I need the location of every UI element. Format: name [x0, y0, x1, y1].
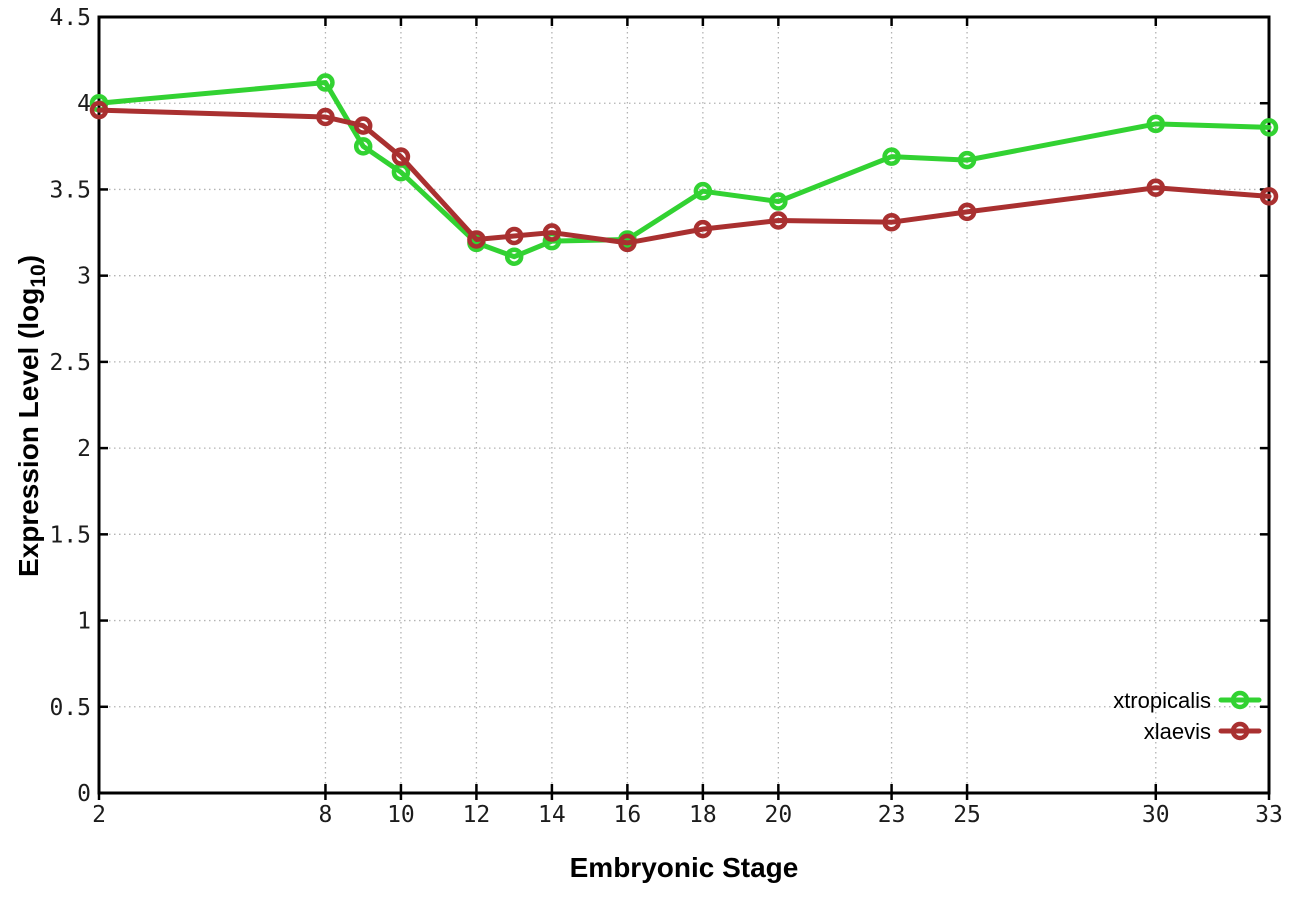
x-tick-label: 25	[953, 802, 981, 828]
xlaevis-data-point	[957, 202, 977, 222]
y-tick-label: 3.5	[49, 177, 91, 203]
xlaevis-data-point	[1146, 178, 1166, 197]
y-tick-label: 0	[77, 781, 91, 807]
legend-label: xtropicalis	[1113, 688, 1211, 713]
legend-entry-xtropicalis: xtropicalis	[1113, 688, 1262, 713]
xlaevis-data-point	[504, 226, 524, 246]
y-tick-label: 1.5	[49, 522, 91, 548]
x-tick-label: 33	[1255, 802, 1283, 828]
y-tick-label: 1	[77, 609, 91, 635]
y-tick-label: 2.5	[49, 350, 91, 376]
x-tick-label: 10	[387, 802, 415, 828]
xtropicalis-data-point	[504, 247, 524, 266]
legend-label: xlaevis	[1144, 719, 1211, 744]
x-tick-label: 12	[463, 802, 491, 828]
xlaevis-data-point	[618, 233, 637, 253]
x-tick-label: 16	[614, 802, 642, 828]
legend-marker-sample	[1230, 690, 1250, 710]
xlaevis-data-point	[1259, 187, 1279, 206]
grid-layer	[99, 17, 1269, 793]
xlaevis-data-point	[882, 212, 901, 232]
series-layer	[89, 73, 1279, 266]
y-tick-label: 4.5	[49, 5, 91, 31]
legend-marker-sample	[1230, 721, 1250, 741]
plot-border	[97, 15, 1271, 795]
x-tick-label: 30	[1142, 802, 1170, 828]
y-tick-label: 3	[77, 264, 91, 290]
axis-layer	[97, 15, 1271, 800]
xlaevis-data-point	[542, 223, 562, 242]
x-tick-label: 23	[878, 802, 906, 828]
y-tick-label: 0.5	[49, 695, 91, 721]
xlaevis-data-point	[769, 211, 788, 230]
xtropicalis-data-point	[316, 73, 335, 92]
y-tick-label: 4	[77, 91, 91, 117]
x-axis-title: Embryonic Stage	[570, 852, 799, 883]
xlaevis-data-point	[316, 107, 335, 127]
xlaevis-data-point	[693, 219, 713, 239]
xtropicalis-data-point	[769, 192, 788, 211]
xlaevis-data-point	[467, 230, 486, 249]
x-tick-label: 20	[765, 802, 793, 828]
xtropicalis-data-point	[693, 181, 713, 201]
xtropicalis-data-point	[1146, 114, 1166, 134]
xtropicalis-data-point	[882, 147, 901, 166]
legend-entry-xlaevis: xlaevis	[1144, 719, 1262, 744]
xlaevis-data-point	[89, 100, 109, 120]
y-tick-label: 2	[77, 436, 91, 462]
xtropicalis-data-point	[353, 137, 373, 156]
xlaevis-data-point	[353, 116, 373, 135]
legend: xtropicalis xlaevis	[1113, 688, 1262, 744]
x-tick-label: 18	[689, 802, 717, 828]
xtropicalis-data-point	[1259, 118, 1279, 137]
x-tick-label: 14	[538, 802, 566, 828]
x-tick-label: 2	[92, 802, 106, 828]
x-tick-label: 8	[319, 802, 333, 828]
label-layer: Embryonic Stage 2 8 10 12 14 16 18 20 23 25 30 3300…	[13, 5, 1283, 883]
y-axis-title: Expression Level (log10)	[13, 255, 50, 577]
xlaevis-data-point	[391, 147, 411, 166]
xlaevis-line	[96, 107, 1272, 246]
xtropicalis-data-point	[957, 150, 977, 170]
